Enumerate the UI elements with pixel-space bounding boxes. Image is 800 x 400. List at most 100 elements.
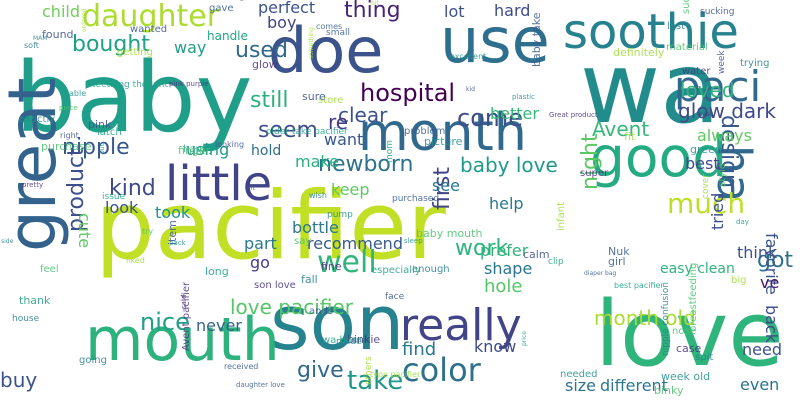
word: face	[385, 292, 405, 302]
word: baby take	[530, 12, 543, 67]
word: best pacifier	[614, 281, 664, 290]
word: teething thought	[92, 80, 169, 90]
word: baby mouth	[416, 227, 483, 240]
word: easy clean	[660, 261, 735, 277]
word: lot	[444, 2, 465, 21]
word: bottle	[292, 218, 339, 237]
word: wa	[580, 32, 721, 146]
word: keep	[331, 180, 370, 199]
word: thing	[344, 0, 401, 23]
word: color	[402, 351, 481, 389]
word: ve	[760, 273, 780, 292]
word: feel	[40, 264, 59, 275]
word: suck	[681, 0, 692, 14]
word: wish	[309, 191, 328, 200]
word: binkie	[347, 333, 381, 346]
word: MAM	[33, 35, 48, 42]
word: infant	[556, 201, 567, 231]
word: look	[105, 198, 139, 217]
word: diaper bag	[584, 270, 617, 277]
word: want	[324, 130, 364, 149]
word: try	[142, 227, 154, 236]
word: case	[676, 342, 702, 355]
word: calm	[523, 248, 550, 261]
word: nose	[672, 326, 696, 337]
word: kid	[466, 86, 475, 93]
word: Avent pacifier	[181, 281, 192, 351]
word: especially	[371, 265, 421, 276]
word: cute	[75, 213, 94, 249]
word: looking	[215, 140, 245, 149]
word: happy	[183, 144, 215, 155]
word: trying	[740, 58, 770, 69]
word: easy	[699, 111, 714, 118]
word: fit	[624, 130, 636, 143]
word: going	[79, 355, 107, 366]
word: picture	[424, 135, 463, 148]
word: day	[736, 218, 749, 226]
word: son love	[254, 280, 296, 291]
word: purchased	[392, 194, 440, 204]
word: make	[295, 152, 339, 171]
word: nipple	[62, 135, 130, 160]
word: sleep	[404, 237, 423, 245]
word: come	[457, 104, 524, 132]
word: made	[336, 337, 362, 347]
word: newborn	[318, 152, 414, 177]
word: wa born	[322, 335, 363, 346]
word: something	[308, 27, 315, 59]
word: week	[717, 50, 727, 74]
word: water	[682, 66, 711, 77]
word: back	[762, 305, 781, 344]
word: type pacifier	[370, 370, 421, 379]
word: gave	[209, 3, 234, 14]
word: found	[42, 28, 74, 41]
word: little	[165, 156, 273, 212]
word: Avent	[592, 117, 650, 141]
word: help	[489, 194, 524, 213]
word: plastic	[512, 93, 535, 101]
word: getting	[117, 47, 153, 58]
word: well	[317, 245, 377, 280]
word: able	[69, 89, 87, 98]
word: hospital	[360, 79, 456, 107]
word: older take pacifier	[266, 127, 348, 137]
word: price	[521, 331, 528, 346]
word: style	[717, 163, 728, 187]
word: gift	[245, 185, 255, 192]
word: pink purple	[169, 80, 209, 88]
word: took	[155, 203, 191, 222]
word: glow dark	[678, 99, 776, 123]
word: child	[42, 2, 80, 21]
word: even	[740, 375, 780, 394]
word: clip	[548, 257, 564, 267]
word: bought	[72, 32, 150, 57]
word: material	[666, 42, 708, 53]
word: lost	[667, 21, 686, 32]
word: part	[244, 234, 277, 253]
word: find	[402, 339, 437, 360]
word: much	[667, 187, 746, 220]
word: breastfeeding	[688, 262, 699, 332]
word: better	[490, 104, 539, 123]
word: got	[757, 248, 794, 273]
word: mom	[385, 139, 395, 163]
word: perfect	[258, 0, 316, 17]
word: pack	[169, 239, 186, 247]
word: nice	[140, 308, 190, 336]
word: doe	[268, 14, 384, 87]
word: girl	[608, 255, 626, 268]
word: different	[600, 376, 668, 395]
word: side	[1, 238, 14, 245]
word: best	[685, 154, 720, 173]
word: glow	[252, 58, 278, 71]
word: ordered	[81, 8, 88, 32]
word: baby	[15, 42, 253, 154]
word: handle	[207, 29, 248, 43]
word: comes	[316, 22, 343, 31]
word: size	[565, 376, 597, 395]
word: see	[432, 176, 461, 195]
word: month	[358, 103, 527, 163]
word: love pacifier	[230, 295, 353, 319]
